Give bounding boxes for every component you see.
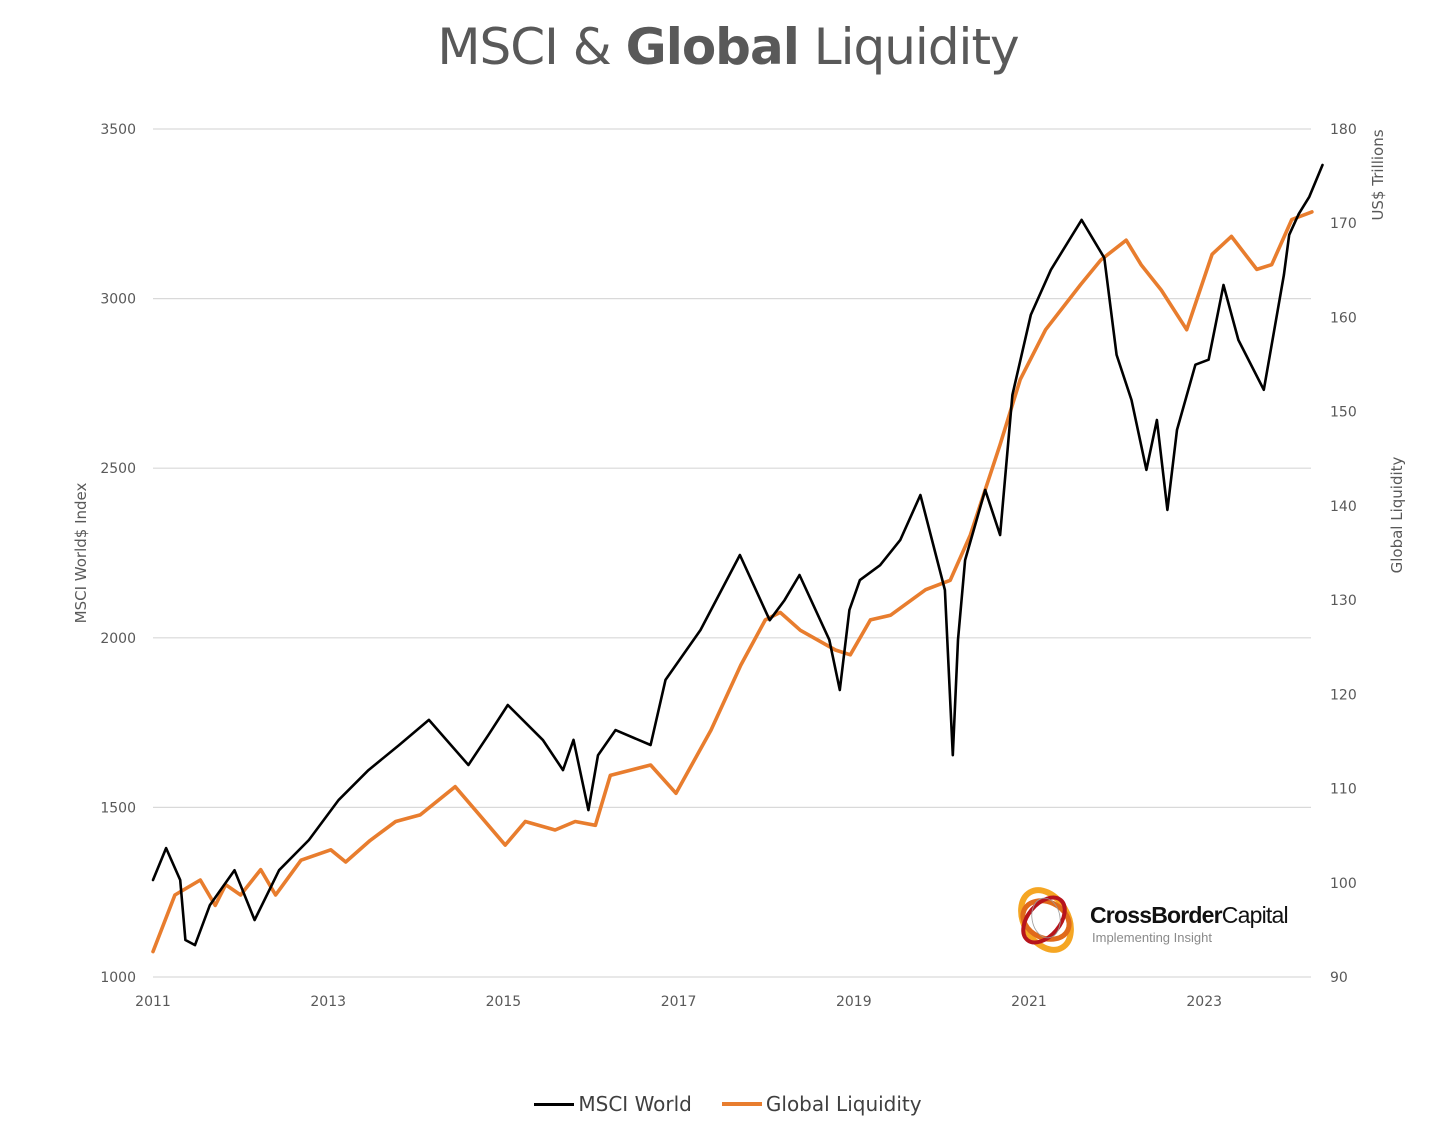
x-ticks: 2011 2013 2015 2017 2019 2021 2023 [135, 994, 1222, 1010]
y-right-tick-label: 110 [1330, 782, 1357, 798]
y-left-tick-label: 1500 [100, 800, 136, 816]
title-part-2: Global [625, 18, 800, 76]
legend-swatch-msci [534, 1102, 575, 1106]
x-tick-label: 2011 [135, 994, 171, 1010]
legend-label-liquidity: Global Liquidity [765, 1092, 922, 1116]
y-left-tick-label: 1000 [100, 970, 136, 986]
y-right-tick-label: 170 [1330, 216, 1357, 232]
logo-name: CrossBorderCapital [1090, 902, 1289, 929]
y-right-tick-label: 180 [1330, 122, 1357, 138]
y-left-tick-label: 2500 [100, 461, 136, 477]
legend: MSCI World Global Liquidity [0, 1092, 1456, 1116]
logo-tagline: Implementing Insight [1092, 930, 1212, 945]
y-right-tick-label: 140 [1330, 499, 1357, 515]
series-group [151, 163, 1324, 954]
y-left-ticks: 1000 1500 2000 2500 3000 3500 [100, 122, 136, 986]
legend-swatch-liquidity [721, 1102, 762, 1106]
logo-name-regular: Capital [1221, 902, 1289, 928]
y-right-tick-label: 100 [1330, 876, 1357, 892]
legend-item-msci: MSCI World [534, 1092, 692, 1116]
chart-title: MSCI & Global Liquidity [0, 18, 1456, 76]
x-tick-label: 2013 [310, 994, 346, 1010]
x-tick-label: 2023 [1186, 994, 1222, 1010]
y-right-axis-label-top: US$ Trillions [1369, 129, 1387, 220]
legend-label-msci: MSCI World [578, 1092, 692, 1116]
x-tick-label: 2017 [661, 994, 697, 1010]
logo-rings-icon [1018, 887, 1074, 953]
y-left-axis-label: MSCI World$ Index [72, 483, 90, 624]
y-right-tick-label: 160 [1330, 310, 1357, 326]
gridlines [153, 128, 1311, 978]
y-right-tick-label: 90 [1330, 970, 1348, 986]
logo-name-bold: CrossBorder [1090, 902, 1223, 928]
title-part-1: MSCI & [437, 18, 626, 76]
x-tick-label: 2019 [836, 994, 872, 1010]
x-tick-label: 2015 [486, 994, 522, 1010]
legend-item-liquidity: Global Liquidity [721, 1092, 922, 1116]
crossborder-capital-logo: CrossBorderCapital Implementing Insight [1014, 880, 1314, 960]
y-right-tick-label: 150 [1330, 405, 1357, 421]
msci-world-line [151, 163, 1324, 947]
global-liquidity-line [151, 210, 1314, 954]
y-left-tick-label: 2000 [100, 631, 136, 647]
x-tick-label: 2021 [1011, 994, 1047, 1010]
y-right-ticks: 90 100 110 120 130 140 150 160 170 180 [1330, 122, 1357, 986]
y-left-tick-label: 3500 [100, 122, 136, 138]
title-part-3: Liquidity [798, 18, 1020, 76]
y-left-tick-label: 3000 [100, 292, 136, 308]
y-right-tick-label: 130 [1330, 593, 1357, 609]
y-right-tick-label: 120 [1330, 687, 1357, 703]
y-right-axis-label-bottom: Global Liquidity [1388, 456, 1406, 573]
